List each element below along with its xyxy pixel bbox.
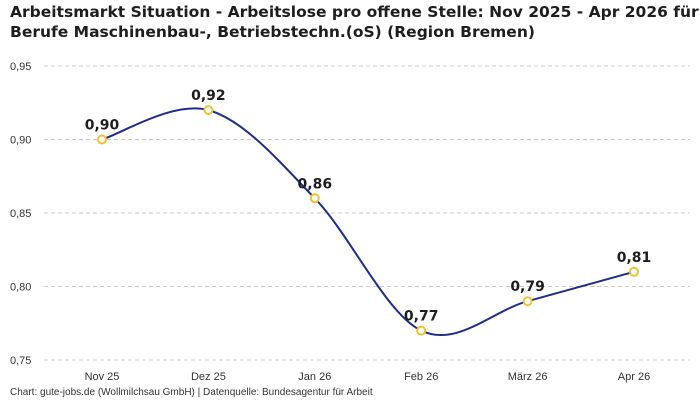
x-axis-ticks: Nov 25 Dez 25 Jan 26 Feb 26 März 26 Apr 26 (85, 371, 651, 383)
series-line (101, 107, 635, 337)
chart-title-line-2: Berufe Maschinenbau-, Betriebstechn.(oS)… (10, 23, 535, 41)
data-label: 0,86 (298, 176, 333, 192)
data-label: 0,79 (510, 279, 545, 295)
chart-title-line-1: Arbeitsmarkt Situation - Arbeitslose pro… (10, 3, 699, 21)
y-axis-ticks: 0,75 0,80 0,85 0,90 0,95 (10, 61, 31, 367)
y-tick-label: 0,80 (10, 282, 31, 294)
chart-title: Arbeitsmarkt Situation - Arbeitslose pro… (10, 2, 699, 42)
data-point (309, 193, 320, 204)
source-footer: Chart: gute-jobs.de (Wollmilchsau GmbH) … (10, 387, 373, 398)
data-point (97, 134, 107, 145)
data-label: 0,81 (617, 250, 652, 266)
y-tick-label: 0,90 (10, 135, 31, 147)
x-tick-label: März 26 (508, 371, 548, 383)
x-tick-label: Dez 25 (191, 371, 226, 383)
grid-lines (44, 65, 690, 361)
data-point (629, 266, 639, 277)
x-tick-label: Jan 26 (298, 371, 331, 383)
data-label: 0,92 (191, 88, 226, 104)
data-point (416, 325, 427, 336)
data-point (522, 296, 533, 307)
x-tick-label: Nov 25 (85, 371, 120, 383)
data-label: 0,77 (404, 309, 439, 325)
data-point (203, 105, 214, 116)
series-markers (97, 105, 639, 336)
y-tick-label: 0,85 (10, 208, 31, 220)
data-labels: 0,90 0,92 0,86 0,77 0,79 0,81 (85, 88, 652, 325)
x-tick-label: Apr 26 (618, 371, 650, 383)
x-tick-label: Feb 26 (404, 371, 438, 383)
y-tick-label: 0,75 (10, 355, 31, 367)
y-tick-label: 0,95 (10, 61, 31, 73)
data-label: 0,90 (85, 118, 120, 134)
